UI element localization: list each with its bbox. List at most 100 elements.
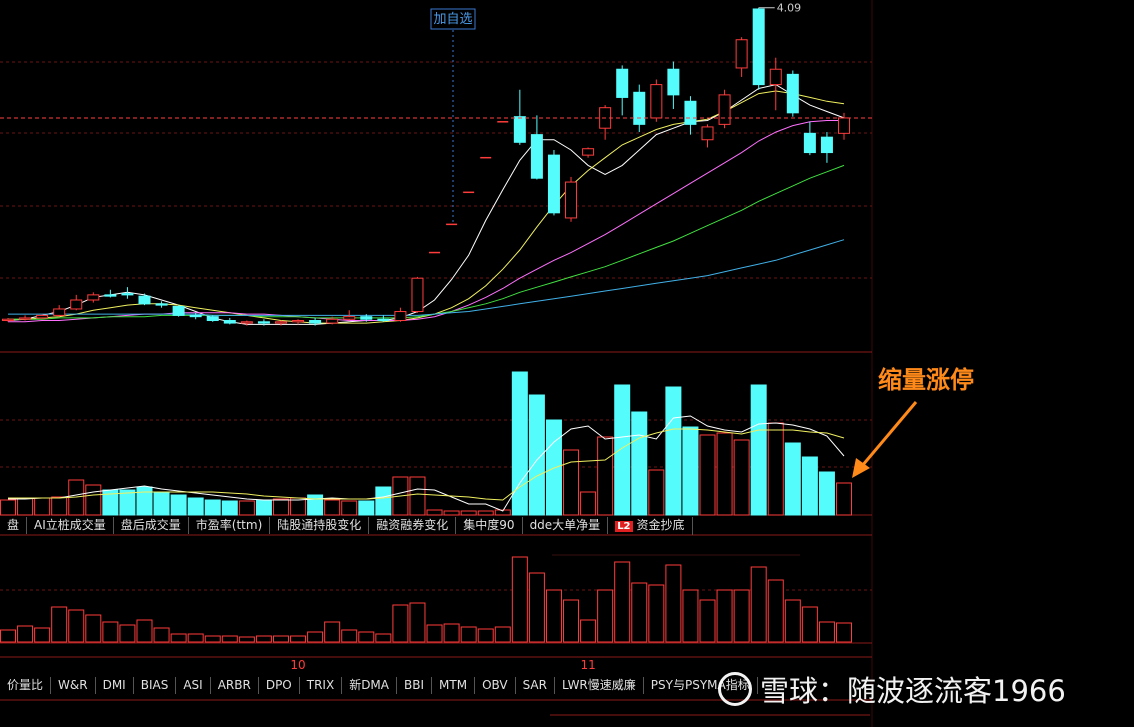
bar <box>426 624 443 643</box>
ma-line <box>8 164 845 320</box>
candle-body <box>616 68 629 98</box>
bar <box>255 635 272 643</box>
tab[interactable]: SAR <box>516 677 555 694</box>
bar <box>494 626 511 643</box>
bar <box>153 492 170 516</box>
candle-body <box>530 134 543 179</box>
candle-body <box>377 318 390 322</box>
bar <box>85 614 102 643</box>
bar <box>221 500 238 516</box>
x-tick-label: 11 <box>580 658 595 672</box>
tab[interactable]: ASI <box>176 677 211 694</box>
bar <box>307 494 324 516</box>
candle-body <box>803 132 816 154</box>
tab[interactable]: dde大单净量 <box>523 517 609 534</box>
bar <box>750 384 767 516</box>
bar <box>563 449 580 516</box>
bar <box>767 579 784 643</box>
bar <box>136 486 153 516</box>
candle-body <box>769 68 782 86</box>
watermark-text: 雪球：随波逐流客1966 <box>760 674 1066 708</box>
bar <box>631 411 648 516</box>
tab[interactable]: BBI <box>397 677 433 694</box>
candle-body <box>667 68 680 96</box>
bar <box>0 499 16 516</box>
bar <box>170 494 187 516</box>
bar <box>51 606 68 643</box>
bar <box>682 426 699 516</box>
tab[interactable]: 新DMA <box>342 677 397 694</box>
annotation-box <box>430 8 476 30</box>
bar <box>716 589 733 643</box>
bar <box>699 599 716 643</box>
bar <box>836 622 852 643</box>
bar <box>597 436 614 516</box>
bar <box>563 599 580 643</box>
bar <box>204 499 221 516</box>
bar <box>17 625 34 643</box>
bar <box>528 572 545 643</box>
tab[interactable]: MTM <box>432 677 476 694</box>
candle-body <box>718 94 731 125</box>
tab[interactable]: AI立桩成交量 <box>27 517 114 534</box>
candle-body <box>633 91 646 125</box>
ma-line <box>8 90 845 324</box>
bar <box>187 633 204 643</box>
bar <box>545 589 562 643</box>
tab[interactable]: W&R <box>51 677 96 694</box>
tab[interactable]: TRIX <box>300 677 343 694</box>
bar <box>682 589 699 643</box>
tab[interactable]: 融资融券变化 <box>369 517 457 534</box>
tabs-lower: 价量比 W&R DMI BIAS ASI ARBR DPO TRIX 新DMA BBI MTM OBV… <box>0 676 758 695</box>
tab[interactable]: BIAS <box>134 677 177 694</box>
candle-body <box>155 303 168 306</box>
ma-line <box>8 239 845 316</box>
candle-body <box>838 117 850 134</box>
tab[interactable]: DPO <box>259 677 300 694</box>
candle-body <box>411 277 424 313</box>
bar <box>375 633 392 643</box>
candle-body <box>274 321 287 324</box>
candle-body <box>701 126 714 141</box>
tab[interactable]: 盘后成交量 <box>114 517 189 534</box>
candle-body <box>240 321 253 324</box>
candle-body <box>820 136 833 154</box>
candle-body <box>223 320 236 324</box>
bar <box>477 628 494 643</box>
bar <box>290 497 307 516</box>
bar <box>136 619 153 643</box>
tab[interactable]: 价量比 <box>0 677 52 694</box>
bar <box>119 624 136 643</box>
tab[interactable]: 集中度90 <box>456 517 523 534</box>
bar <box>324 621 341 643</box>
bar <box>0 629 16 643</box>
bar <box>511 371 528 516</box>
x-tick-label: 10 <box>290 658 305 672</box>
candle-body <box>752 8 765 86</box>
candle-body <box>172 305 185 316</box>
bar <box>750 566 767 643</box>
bar <box>34 627 51 643</box>
ma-line <box>8 415 845 512</box>
bar <box>665 386 682 516</box>
bar <box>460 510 477 516</box>
tab[interactable]: 陆股通持股变化 <box>270 517 370 534</box>
tab[interactable]: 市盈率(ttm) <box>189 517 271 534</box>
tab[interactable]: L2 资金抄底 <box>608 516 693 535</box>
candle-body <box>513 116 526 143</box>
tab[interactable]: ARBR <box>211 677 259 694</box>
bar <box>818 471 835 516</box>
bar <box>784 442 801 516</box>
tab[interactable]: DMI <box>96 677 134 694</box>
candle-body <box>326 318 339 324</box>
bar <box>494 509 511 516</box>
bar <box>68 609 85 643</box>
bar <box>648 469 665 516</box>
bar <box>614 561 631 643</box>
tab[interactable]: LWR慢速威廉 <box>555 677 644 694</box>
watermark-icon <box>718 672 752 706</box>
tab[interactable]: 盘 <box>0 517 28 534</box>
tab[interactable]: OBV <box>475 677 516 694</box>
bar <box>290 635 307 643</box>
